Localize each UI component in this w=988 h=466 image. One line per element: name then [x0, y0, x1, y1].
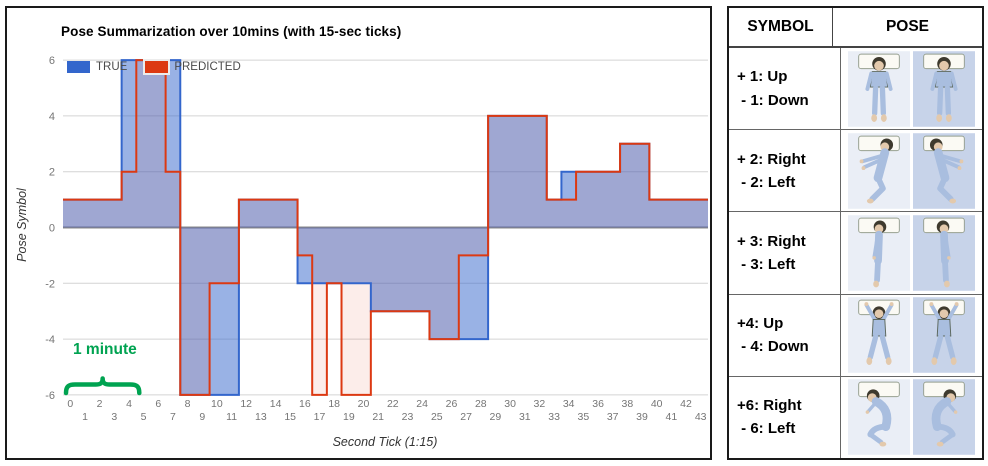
table-row: + 1: Up - 1: Down: [729, 48, 982, 131]
svg-text:16: 16: [299, 398, 311, 410]
svg-text:2: 2: [49, 167, 55, 179]
fetal-curled-icon: [913, 379, 975, 456]
pose-cell: [841, 295, 982, 376]
symbol-cell: +6: Right - 6: Left: [729, 376, 841, 459]
svg-text:42: 42: [680, 398, 692, 410]
back-arms-raised-icon: [848, 297, 910, 373]
symbol-cell: +4: Up - 4: Down: [729, 294, 841, 376]
side-straight-icon: [848, 215, 910, 291]
svg-text:34: 34: [563, 398, 575, 410]
svg-text:31: 31: [519, 411, 531, 423]
legend-item-true: TRUE: [67, 61, 127, 73]
svg-text:38: 38: [622, 398, 634, 410]
svg-text:9: 9: [199, 411, 205, 423]
svg-text:28: 28: [475, 398, 487, 410]
svg-text:26: 26: [446, 398, 458, 410]
legend-label-true: TRUE: [96, 61, 128, 73]
svg-text:36: 36: [592, 398, 604, 410]
one-minute-annotation: 1 minute: [73, 341, 137, 358]
svg-text:10: 10: [211, 398, 223, 410]
svg-text:0: 0: [49, 223, 55, 235]
svg-text:4: 4: [126, 398, 132, 410]
svg-text:33: 33: [548, 411, 560, 423]
stepped-area-plot: 0123456789101112131415161718192021222324…: [45, 55, 708, 423]
fetal-curled-icon: [848, 379, 910, 456]
svg-text:4: 4: [49, 111, 55, 123]
side-arms-extended-icon: [913, 133, 975, 209]
svg-text:12: 12: [240, 398, 252, 410]
chart-title: Pose Summarization over 10mins (with 15-…: [61, 24, 402, 39]
pose-column-header: POSE: [885, 18, 930, 35]
y-axis-title: Pose Symbol: [15, 188, 29, 262]
svg-text:22: 22: [387, 398, 399, 410]
svg-text:15: 15: [284, 411, 296, 423]
svg-text:17: 17: [314, 411, 326, 423]
table-row: +6: Right - 6: Left: [729, 376, 982, 459]
svg-text:3: 3: [111, 411, 117, 423]
svg-text:37: 37: [607, 411, 619, 423]
svg-text:30: 30: [504, 398, 516, 410]
pose-symbol-table: SYMBOL POSE + 1: Up - 1: Down + 2: Right …: [727, 6, 984, 460]
svg-text:25: 25: [431, 411, 443, 423]
svg-text:1: 1: [82, 411, 88, 423]
pose-cell: [841, 377, 982, 458]
side-arms-extended-icon: [848, 133, 910, 209]
chart-legend: TRUE PREDICTED: [67, 61, 241, 73]
svg-text:-2: -2: [45, 278, 55, 290]
pose-cell: [841, 48, 982, 129]
lying-on-back-icon: [848, 50, 910, 127]
x-axis-title: Second Tick (1:15): [332, 435, 438, 449]
svg-text:8: 8: [185, 398, 191, 410]
pose-cell: [841, 130, 982, 211]
table-row: + 3: Right - 3: Left: [729, 212, 982, 295]
svg-text:0: 0: [67, 398, 73, 410]
legend-item-predicted: PREDICTED: [145, 61, 241, 73]
svg-text:41: 41: [666, 411, 678, 423]
svg-text:14: 14: [270, 398, 282, 410]
pose-cell: [841, 212, 982, 293]
svg-text:39: 39: [636, 411, 648, 423]
svg-text:5: 5: [141, 411, 147, 423]
svg-text:13: 13: [255, 411, 267, 423]
svg-text:23: 23: [402, 411, 414, 423]
pose-summarization-chart-panel: 0 1 2 3 4 5 6 7 8 9 10 11 12 13 14 15 16 17 18 19 20 21 22 23 24…: [5, 6, 712, 460]
side-straight-icon: [913, 215, 975, 291]
lying-on-back-icon: [913, 50, 975, 127]
svg-text:27: 27: [460, 411, 472, 423]
table-row: + 2: Right - 2: Left: [729, 130, 982, 213]
svg-text:40: 40: [651, 398, 663, 410]
svg-text:35: 35: [578, 411, 590, 423]
svg-text:6: 6: [49, 55, 55, 67]
back-arms-raised-icon: [913, 297, 975, 373]
svg-text:6: 6: [155, 398, 161, 410]
true-series-swatch-icon: [67, 61, 90, 73]
symbol-cell: + 3: Right - 3: Left: [729, 212, 841, 294]
svg-text:-6: -6: [45, 390, 55, 402]
svg-text:20: 20: [358, 398, 370, 410]
svg-text:29: 29: [490, 411, 502, 423]
table-header-row: SYMBOL POSE: [729, 8, 982, 48]
predicted-series-swatch-icon: [145, 61, 169, 73]
symbol-column-header: SYMBOL: [729, 8, 833, 46]
svg-text:7: 7: [170, 411, 176, 423]
legend-label-predicted: PREDICTED: [174, 61, 241, 73]
svg-text:11: 11: [226, 411, 237, 423]
table-row: +4: Up - 4: Down: [729, 294, 982, 377]
symbol-cell: + 1: Up - 1: Down: [729, 48, 841, 130]
svg-text:32: 32: [534, 398, 546, 410]
symbol-cell: + 2: Right - 2: Left: [729, 130, 841, 212]
svg-text:-4: -4: [45, 334, 55, 346]
svg-text:43: 43: [695, 411, 707, 423]
svg-text:24: 24: [416, 398, 428, 410]
svg-text:18: 18: [328, 398, 340, 410]
svg-text:21: 21: [372, 411, 384, 423]
svg-text:2: 2: [97, 398, 103, 410]
svg-text:19: 19: [343, 411, 355, 423]
